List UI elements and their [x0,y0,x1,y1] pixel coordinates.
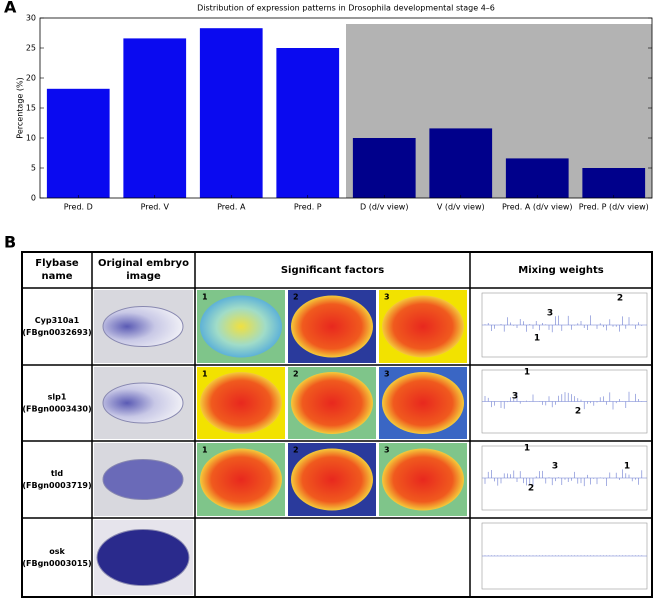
weight-label: 2 [528,484,534,494]
x-tick-label: V (d/v view) [437,203,485,212]
y-tick-label: 10 [26,134,36,143]
bar [429,128,493,198]
y-tick-label: 25 [26,44,36,53]
bar [352,138,416,198]
gene-id: (FBgn0003719) [22,481,91,490]
bar [123,38,187,199]
x-tick-label: Pred. V [141,203,170,212]
weight-label: 1 [524,444,530,454]
factor-number: 3 [384,446,390,455]
factor-map [291,372,373,434]
factor-number: 2 [293,446,299,455]
bar [276,48,340,198]
panel-label: A [4,0,17,17]
gene-id: (FBgn0003430) [22,405,91,414]
bar [46,88,110,198]
table-frame [21,251,653,598]
y-tick-label: 15 [26,104,36,113]
factor-number: 3 [384,370,390,379]
column-header: Original embryo image [98,258,189,282]
x-tick-label: Pred. P (d/v view) [579,203,649,212]
embryo [96,529,190,586]
bar [199,28,263,199]
gene-id: (FBgn0032693) [22,328,91,337]
weight-label: 3 [512,392,518,402]
embryo [102,459,184,500]
column-header: Significant factors [281,265,384,276]
x-tick-label: Pred. P [294,203,322,212]
weight-label: 2 [575,407,581,417]
weight-label: 1 [624,462,630,472]
x-tick-label: Pred. A [217,203,246,212]
weight-label: 2 [617,294,623,304]
chart-title: Distribution of expression patterns in D… [197,4,495,13]
weight-label: 3 [547,309,553,319]
weight-label: 1 [524,368,530,378]
embryo [102,382,184,424]
y-axis-label: Percentage (%) [16,77,25,138]
factor-number: 1 [202,293,208,302]
y-tick-label: 0 [31,194,36,203]
plot-frame [39,17,653,199]
gene-name: Cyp310a1 [35,316,80,325]
y-tick-label: 30 [26,14,36,23]
factor-map [382,372,464,434]
factor-number: 1 [202,446,208,455]
factor-number: 1 [202,370,208,379]
column-header: Mixing weights [518,265,604,276]
y-tick-label: 5 [31,164,36,173]
factor-map [382,448,464,511]
embryo [102,306,184,347]
factor-number: 2 [293,370,299,379]
factor-map [291,295,373,358]
x-tick-label: D (d/v view) [360,203,408,212]
gene-name: tld [51,469,64,478]
x-tick-label: Pred. A (d/v view) [502,203,573,212]
gene-name: osk [49,547,65,556]
weight-label: 3 [552,462,558,472]
y-tick-label: 20 [26,74,36,83]
gene-name: slp1 [48,393,67,402]
bar [582,168,646,198]
factor-map [200,448,282,511]
factor-map [291,448,373,511]
factor-map [200,372,282,434]
factor-number: 2 [293,293,299,302]
factor-map [200,295,282,358]
gene-id: (FBgn0003015) [22,559,91,568]
x-tick-label: Pred. D [64,203,93,212]
column-header: Flybase name [35,258,79,282]
factor-map [382,295,464,358]
factor-number: 3 [384,293,390,302]
weight-label: 1 [534,334,540,344]
bar [505,158,569,198]
panel-label: B [4,233,16,252]
